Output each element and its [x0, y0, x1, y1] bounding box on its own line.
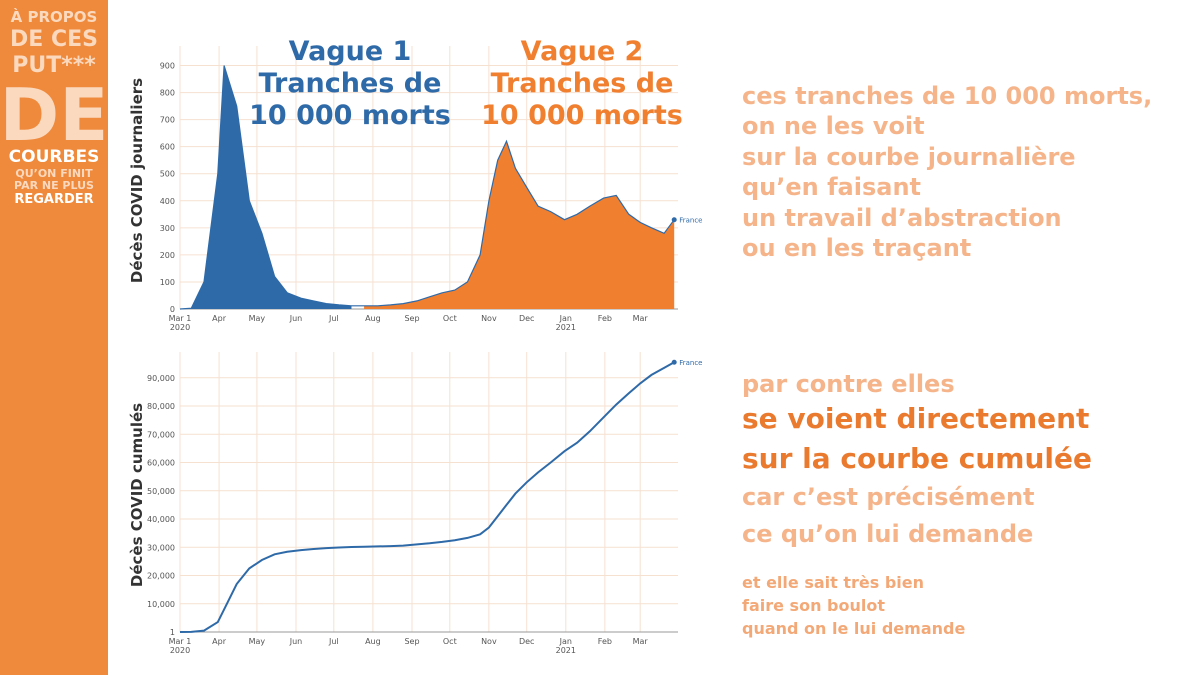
text-line: ces tranches de 10 000 morts,	[742, 82, 1152, 110]
y-axis-title: Décès COVID cumulés	[128, 403, 146, 587]
x-tick-label: Aug	[365, 637, 381, 646]
text-line: ou en les traçant	[742, 234, 971, 262]
x-tick-label: May	[249, 637, 266, 646]
y-tick-label: 60,000	[147, 459, 175, 468]
x-tick-label: Jun	[289, 637, 303, 646]
text-line: ce qu’on lui demande	[742, 520, 1033, 548]
text-line: sur la courbe cumulée	[742, 442, 1092, 475]
y-tick-label: 90,000	[147, 374, 175, 383]
text-line: par contre elles	[742, 370, 955, 398]
x-tick-sublabel: 2020	[170, 646, 190, 655]
y-tick-label: 800	[160, 89, 175, 98]
x-tick-label: Jul	[328, 637, 339, 646]
y-tick-label: 50,000	[147, 487, 175, 496]
y-tick-label: 80,000	[147, 402, 175, 411]
y-tick-label: 40,000	[147, 515, 175, 524]
series-label: France	[679, 217, 702, 225]
y-tick-label: 1	[170, 628, 175, 637]
y-axis-title: Décès COVID journaliers	[128, 78, 146, 283]
x-tick-label: Sep	[404, 314, 419, 323]
annotation: 10 000 morts	[481, 100, 683, 131]
area-fill	[364, 141, 675, 309]
sidebar-text: À PROPOS DE CES PUT*** DE COURBES QU’ON …	[0, 7, 108, 207]
plot-area	[180, 352, 678, 632]
text-line: faire son boulot	[742, 596, 885, 615]
line	[179, 361, 675, 633]
commentary: ces tranches de 10 000 morts, on ne les …	[742, 82, 1152, 638]
y-tick-label: 200	[160, 251, 175, 260]
x-tick-sublabel: 2021	[556, 323, 576, 332]
text-line: quand on le lui demande	[742, 619, 965, 638]
text-line: un travail d’abstraction	[742, 204, 1062, 232]
sidebar-line: À PROPOS	[11, 7, 98, 26]
y-tick-label: 900	[160, 62, 175, 71]
y-tick-label: 400	[160, 197, 175, 206]
y-tick-label: 10,000	[147, 600, 175, 609]
sidebar	[0, 0, 108, 675]
series-label: France	[679, 359, 702, 367]
y-tick-label: 70,000	[147, 430, 175, 439]
line	[179, 65, 675, 310]
x-tick-sublabel: 2021	[556, 646, 576, 655]
text-line: se voient directement	[742, 402, 1089, 435]
x-tick-label: Mar	[633, 637, 649, 646]
x-tick-label: Apr	[212, 314, 227, 323]
x-tick-label: Nov	[481, 314, 497, 323]
text-line: on ne les voit	[742, 112, 925, 140]
end-point	[671, 217, 677, 223]
x-tick-label: Aug	[365, 314, 381, 323]
x-tick-label: Jan	[559, 314, 572, 323]
annotation: 10 000 morts	[249, 100, 451, 131]
chart: 1 10,000 20,000 30,000 40,000 50,000 60,000 70,…	[128, 352, 702, 655]
sidebar-line: COURBES	[9, 147, 100, 167]
x-tick-label: Jan	[559, 637, 572, 646]
sidebar-line: REGARDER	[14, 192, 93, 207]
sidebar-line: DE CES	[10, 27, 98, 52]
x-tick-sublabel: 2020	[170, 323, 190, 332]
y-tick-label: 600	[160, 143, 175, 152]
sidebar-line: DE	[0, 73, 108, 157]
annotation: Vague 1	[289, 36, 412, 67]
y-tick-label: 20,000	[147, 572, 175, 581]
x-tick-label: Mar 1	[169, 637, 192, 646]
x-tick-label: Feb	[598, 637, 612, 646]
y-tick-label: 30,000	[147, 543, 175, 552]
x-tick-label: Nov	[481, 637, 497, 646]
x-tick-label: Sep	[404, 637, 419, 646]
y-tick-label: 100	[160, 278, 175, 287]
y-tick-label: 700	[160, 116, 175, 125]
annotation: Vague 2	[521, 36, 644, 67]
x-tick-label: Oct	[443, 314, 457, 323]
annotation: Tranches de	[259, 68, 442, 99]
annotation: Tranches de	[491, 68, 674, 99]
sidebar-line: QU’ON FINIT	[15, 167, 93, 180]
x-tick-label: May	[249, 314, 266, 323]
text-line: qu’en faisant	[742, 173, 921, 201]
x-tick-label: Jul	[328, 314, 339, 323]
sidebar-line: PUT***	[12, 53, 96, 78]
end-point	[671, 359, 677, 365]
y-tick-label: 0	[170, 305, 175, 314]
x-tick-label: Oct	[443, 637, 457, 646]
x-tick-label: Dec	[519, 314, 534, 323]
y-tick-label: 300	[160, 224, 175, 233]
x-tick-label: Apr	[212, 637, 227, 646]
x-tick-label: Mar 1	[169, 314, 192, 323]
x-tick-label: Mar	[633, 314, 649, 323]
text-line: car c’est précisément	[742, 483, 1035, 511]
text-line: et elle sait très bien	[742, 573, 924, 592]
x-tick-label: Jun	[289, 314, 303, 323]
sidebar-line: PAR NE PLUS	[14, 179, 94, 192]
x-tick-label: Feb	[598, 314, 612, 323]
area-fill	[180, 65, 352, 309]
y-tick-label: 500	[160, 170, 175, 179]
x-tick-label: Dec	[519, 637, 534, 646]
text-line: sur la courbe journalière	[742, 143, 1076, 171]
